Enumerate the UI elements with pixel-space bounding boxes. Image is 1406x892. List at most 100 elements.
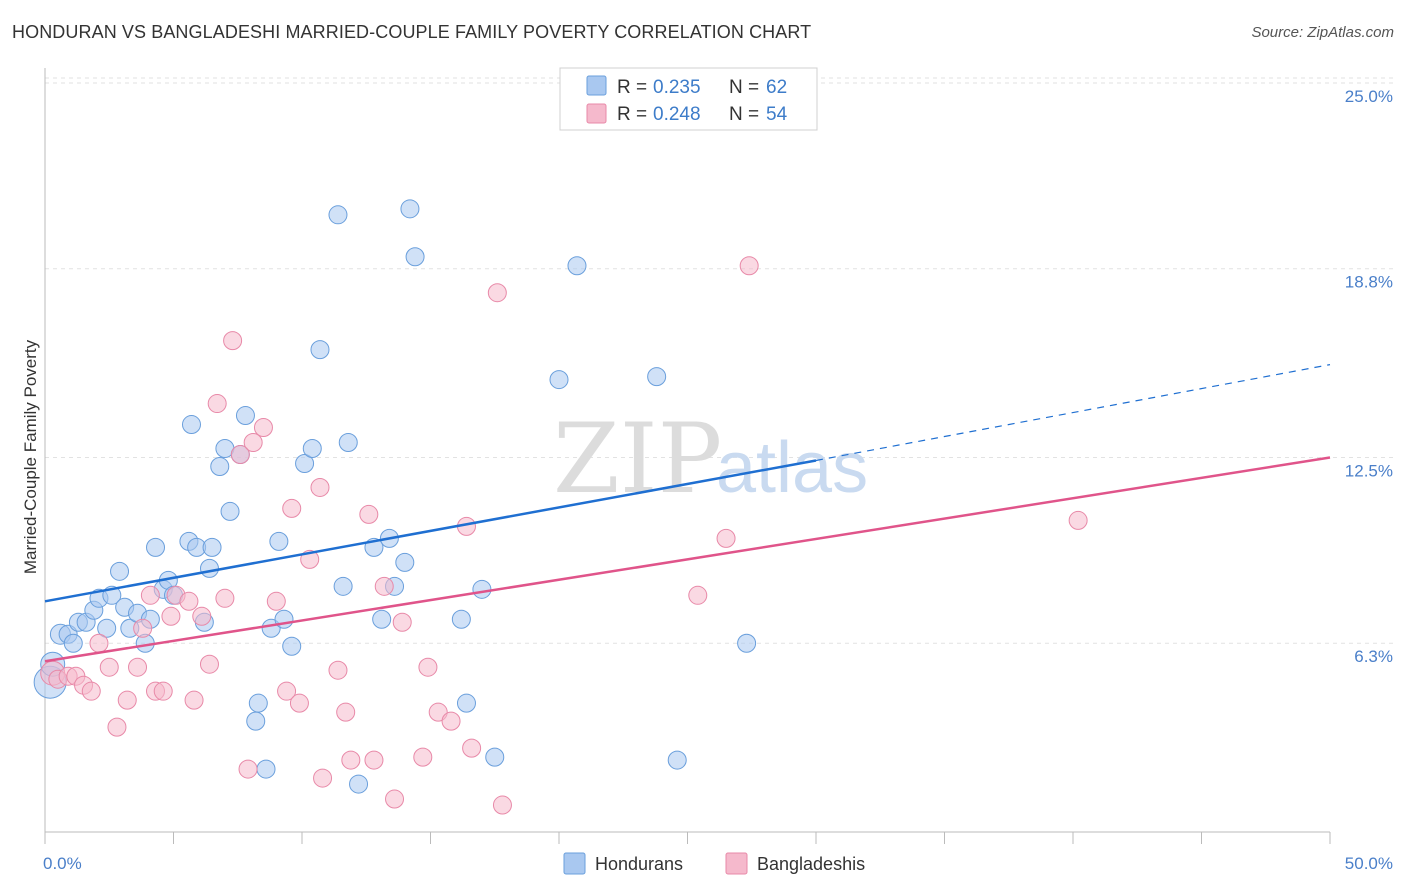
data-point-hondurans bbox=[647, 367, 667, 387]
data-point-hondurans bbox=[295, 453, 315, 473]
data-point-bangladeshis bbox=[184, 690, 204, 710]
data-point-bangladeshis bbox=[199, 654, 219, 674]
data-point-bangladeshis bbox=[688, 585, 708, 605]
data-point-bangladeshis bbox=[313, 768, 333, 788]
bottom-legend-swatch-bangladeshis bbox=[725, 852, 748, 875]
data-point-hondurans bbox=[328, 205, 348, 225]
bottom-legend-label-bangladeshis: Bangladeshis bbox=[757, 854, 865, 874]
data-point-hondurans bbox=[256, 759, 276, 779]
data-point-hondurans bbox=[235, 406, 255, 426]
data-point-hondurans bbox=[333, 576, 353, 596]
data-point-bangladeshis bbox=[282, 498, 302, 518]
data-point-bangladeshis bbox=[81, 681, 101, 701]
data-point-hondurans bbox=[202, 537, 222, 557]
x-axis-ticks bbox=[44, 832, 1331, 844]
data-point-bangladeshis bbox=[253, 418, 273, 438]
y-axis-title: Married-Couple Family Poverty bbox=[21, 339, 40, 574]
bottom-legend-label-hondurans: Hondurans bbox=[595, 854, 683, 874]
data-point-bangladeshis bbox=[192, 606, 212, 626]
legend-r-value-bangladeshis: 0.248 bbox=[653, 104, 701, 125]
trend-line-bangladeshis bbox=[44, 456, 1331, 663]
watermark-atlas: atlas bbox=[716, 428, 868, 508]
data-point-hondurans bbox=[372, 609, 392, 629]
data-point-bangladeshis bbox=[487, 283, 507, 303]
data-point-bangladeshis bbox=[374, 576, 394, 596]
data-point-hondurans bbox=[199, 558, 219, 578]
data-point-hondurans bbox=[248, 693, 268, 713]
data-point-hondurans bbox=[246, 711, 266, 731]
data-point-hondurans bbox=[456, 693, 476, 713]
legend-n-value-bangladeshis: 54 bbox=[766, 104, 788, 125]
data-point-bangladeshis bbox=[128, 657, 148, 677]
data-point-bangladeshis bbox=[140, 585, 160, 605]
data-point-bangladeshis bbox=[179, 591, 199, 611]
y-tick-label: 12.5% bbox=[1345, 461, 1393, 480]
data-point-hondurans bbox=[567, 256, 587, 276]
gridlines bbox=[45, 77, 1393, 644]
data-point-bangladeshis bbox=[133, 618, 153, 638]
data-point-hondurans bbox=[63, 633, 83, 653]
data-point-bangladeshis bbox=[418, 657, 438, 677]
data-point-bangladeshis bbox=[223, 331, 243, 351]
data-point-hondurans bbox=[282, 636, 302, 656]
data-point-hondurans bbox=[220, 501, 240, 521]
source-label: Source: ZipAtlas.com bbox=[1251, 24, 1394, 41]
data-point-bangladeshis bbox=[230, 444, 250, 464]
data-point-bangladeshis bbox=[99, 657, 119, 677]
legend-top: R = 0.235 N = 62 R = 0.248 N = 54 bbox=[559, 67, 818, 131]
data-point-hondurans bbox=[181, 415, 201, 435]
data-point-bangladeshis bbox=[277, 681, 297, 701]
data-point-hondurans bbox=[485, 747, 505, 767]
legend-r-value-hondurans: 0.235 bbox=[653, 77, 701, 98]
trend-line-hondurans-extrapolated bbox=[815, 364, 1331, 462]
data-point-bangladeshis bbox=[336, 702, 356, 722]
data-point-bangladeshis bbox=[716, 528, 736, 548]
legend-n-value-hondurans: 62 bbox=[766, 77, 787, 98]
legend-bottom: Hondurans Bangladeshis bbox=[563, 852, 865, 875]
legend-r-label-hondurans: R = bbox=[617, 77, 647, 98]
data-point-bangladeshis bbox=[310, 477, 330, 497]
data-point-hondurans bbox=[400, 199, 420, 219]
chart-title: HONDURAN VS BANGLADESHI MARRIED-COUPLE F… bbox=[12, 22, 812, 42]
data-point-hondurans bbox=[737, 633, 757, 653]
data-point-hondurans bbox=[302, 439, 322, 459]
y-tick-labels: 6.3% 12.5% 18.8% 25.0% bbox=[1345, 87, 1393, 666]
bottom-legend-swatch-hondurans bbox=[563, 852, 586, 875]
data-point-bangladeshis bbox=[1068, 510, 1088, 530]
data-point-bangladeshis bbox=[739, 256, 759, 276]
data-point-bangladeshis bbox=[243, 433, 263, 453]
trend-lines bbox=[44, 364, 1331, 663]
data-point-bangladeshis bbox=[413, 747, 433, 767]
legend-n-label-bangladeshis: N = bbox=[729, 104, 759, 125]
data-point-bangladeshis bbox=[207, 394, 227, 414]
y-tick-label: 25.0% bbox=[1345, 87, 1393, 106]
series-bangladeshis bbox=[40, 256, 1088, 815]
data-point-hondurans bbox=[210, 456, 230, 476]
data-point-bangladeshis bbox=[341, 750, 361, 770]
y-tick-label: 18.8% bbox=[1345, 273, 1393, 292]
data-point-hondurans bbox=[349, 774, 369, 794]
data-point-bangladeshis bbox=[238, 759, 258, 779]
data-point-bangladeshis bbox=[153, 681, 173, 701]
data-point-bangladeshis bbox=[364, 750, 384, 770]
data-point-hondurans bbox=[310, 340, 330, 360]
data-point-bangladeshis bbox=[266, 591, 286, 611]
x-tick-label-min: 0.0% bbox=[43, 854, 82, 873]
data-point-hondurans bbox=[405, 247, 425, 267]
trend-line-hondurans bbox=[44, 459, 817, 603]
data-point-hondurans bbox=[472, 579, 492, 599]
data-point-bangladeshis bbox=[215, 588, 235, 608]
data-point-bangladeshis bbox=[385, 789, 405, 809]
data-point-hondurans bbox=[451, 609, 471, 629]
scatter-points bbox=[33, 199, 1088, 815]
legend-swatch-bangladeshis bbox=[586, 103, 607, 124]
data-point-bangladeshis bbox=[117, 690, 137, 710]
data-point-bangladeshis bbox=[359, 504, 379, 524]
data-point-hondurans bbox=[146, 537, 166, 557]
data-point-bangladeshis bbox=[89, 633, 109, 653]
watermark-zip: ZIP bbox=[553, 403, 722, 515]
data-point-bangladeshis bbox=[289, 693, 309, 713]
data-point-bangladeshis bbox=[328, 660, 348, 680]
data-point-bangladeshis bbox=[462, 738, 482, 758]
